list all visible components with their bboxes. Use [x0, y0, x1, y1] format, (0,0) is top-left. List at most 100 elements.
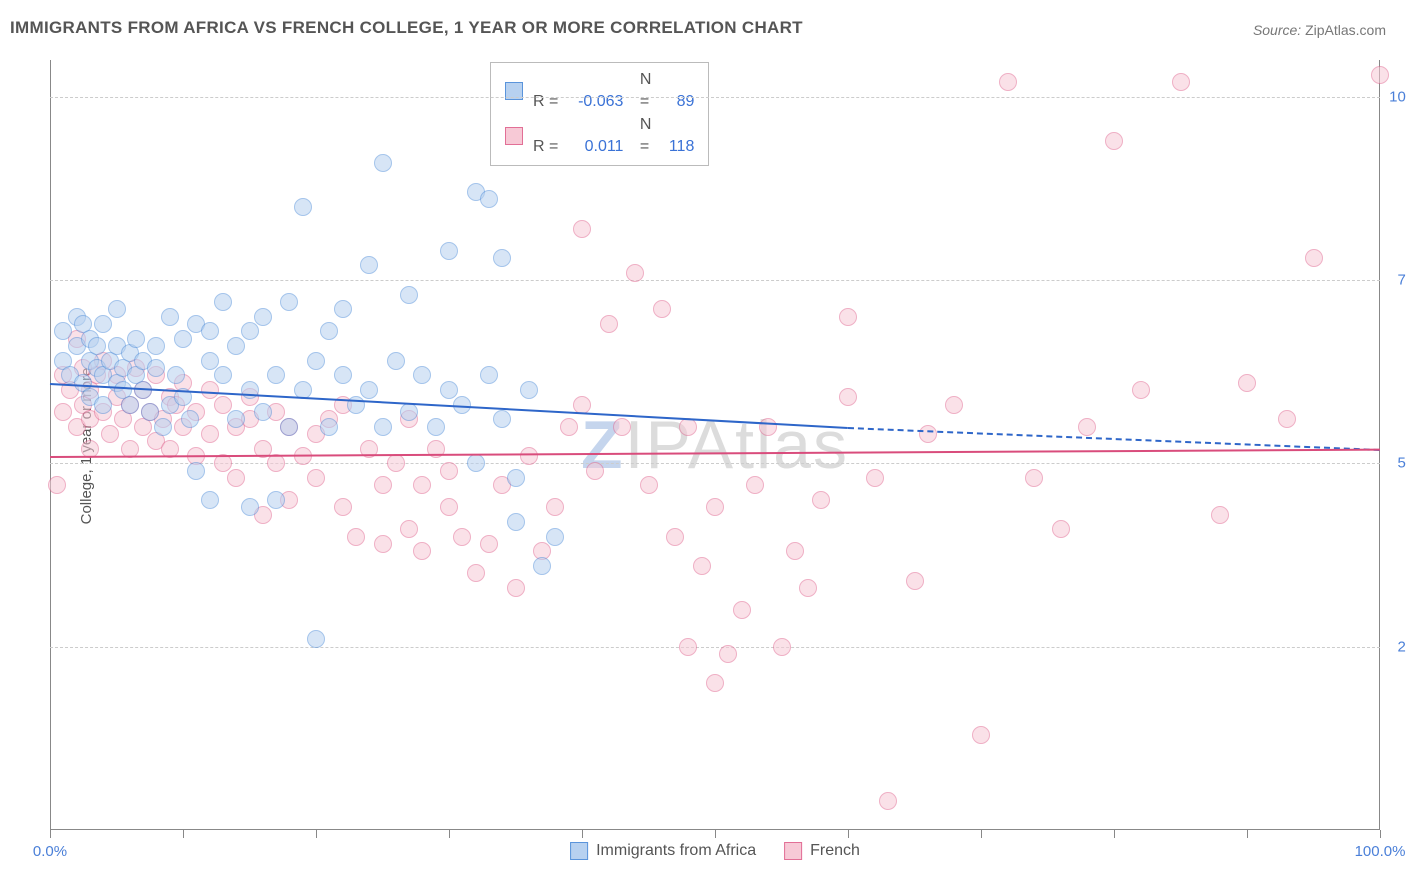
scatter-point	[307, 352, 325, 370]
scatter-point	[227, 337, 245, 355]
scatter-point	[227, 410, 245, 428]
scatter-point	[400, 286, 418, 304]
scatter-point	[600, 315, 618, 333]
legend-label-1: Immigrants from Africa	[596, 842, 756, 860]
scatter-point	[413, 476, 431, 494]
scatter-point	[1172, 73, 1190, 91]
scatter-point	[493, 410, 511, 428]
scatter-point	[1052, 520, 1070, 538]
scatter-point	[1211, 506, 1229, 524]
scatter-point	[94, 315, 112, 333]
scatter-point	[626, 264, 644, 282]
scatter-point	[101, 425, 119, 443]
scatter-point	[167, 366, 185, 384]
scatter-point	[108, 300, 126, 318]
chart-title: IMMIGRANTS FROM AFRICA VS FRENCH COLLEGE…	[10, 18, 803, 38]
chart-container: IMMIGRANTS FROM AFRICA VS FRENCH COLLEGE…	[0, 0, 1406, 892]
x-tick	[582, 830, 583, 838]
scatter-point	[427, 418, 445, 436]
scatter-point	[154, 418, 172, 436]
swatch-bottom-2	[784, 842, 802, 860]
x-tick	[981, 830, 982, 838]
source-label: Source:	[1253, 22, 1301, 38]
scatter-point	[360, 381, 378, 399]
scatter-point	[1132, 381, 1150, 399]
scatter-point	[88, 337, 106, 355]
r-value-2: 0.011	[565, 136, 623, 158]
r-label-1: R =	[533, 91, 561, 113]
swatch-series2	[505, 127, 523, 145]
legend-item-2: French	[784, 842, 860, 860]
scatter-point	[480, 366, 498, 384]
scatter-point	[141, 403, 159, 421]
scatter-point	[214, 366, 232, 384]
y-tick-label: 50.0%	[1385, 455, 1406, 472]
scatter-point	[440, 498, 458, 516]
scatter-point	[201, 425, 219, 443]
scatter-point	[666, 528, 684, 546]
correlation-legend: R = -0.063 N = 89 R = 0.011 N = 118	[490, 62, 709, 166]
scatter-point	[906, 572, 924, 590]
scatter-point	[54, 322, 72, 340]
trend-line	[50, 449, 1380, 458]
scatter-point	[48, 476, 66, 494]
scatter-point	[374, 535, 392, 553]
legend-row-2: R = 0.011 N = 118	[505, 114, 694, 159]
scatter-point	[400, 403, 418, 421]
scatter-point	[467, 454, 485, 472]
plot-area: ZIPAtlas R = -0.063 N = 89 R = 0.011	[50, 60, 1380, 830]
scatter-point	[307, 469, 325, 487]
swatch-bottom-1	[570, 842, 588, 860]
scatter-point	[127, 330, 145, 348]
scatter-point	[214, 396, 232, 414]
scatter-point	[387, 352, 405, 370]
scatter-point	[1105, 132, 1123, 150]
scatter-point	[294, 198, 312, 216]
scatter-point	[586, 462, 604, 480]
x-tick-label-left: 0.0%	[33, 843, 67, 860]
scatter-point	[839, 388, 857, 406]
scatter-point	[374, 154, 392, 172]
scatter-point	[879, 792, 897, 810]
scatter-point	[347, 396, 365, 414]
scatter-point	[374, 418, 392, 436]
scatter-point	[866, 469, 884, 487]
x-tick	[715, 830, 716, 838]
scatter-point	[227, 469, 245, 487]
scatter-point	[413, 366, 431, 384]
scatter-point	[241, 498, 259, 516]
y-tick-label: 75.0%	[1385, 272, 1406, 289]
scatter-point	[480, 190, 498, 208]
grid-line	[50, 280, 1380, 281]
n-value-1: 89	[660, 91, 694, 113]
scatter-point	[546, 498, 564, 516]
scatter-point	[94, 396, 112, 414]
scatter-point	[706, 674, 724, 692]
scatter-point	[839, 308, 857, 326]
swatch-series1	[505, 82, 523, 100]
scatter-point	[467, 564, 485, 582]
scatter-point	[507, 513, 525, 531]
scatter-point	[1305, 249, 1323, 267]
series-legend: Immigrants from Africa French	[570, 842, 860, 860]
scatter-point	[413, 542, 431, 560]
grid-line	[50, 647, 1380, 648]
scatter-point	[54, 403, 72, 421]
scatter-point	[533, 557, 551, 575]
scatter-point	[493, 249, 511, 267]
n-label-1: N =	[640, 69, 656, 114]
scatter-point	[773, 638, 791, 656]
scatter-point	[360, 256, 378, 274]
scatter-point	[440, 462, 458, 480]
scatter-point	[201, 491, 219, 509]
scatter-point	[201, 322, 219, 340]
scatter-point	[733, 601, 751, 619]
scatter-point	[320, 322, 338, 340]
scatter-point	[453, 528, 471, 546]
scatter-point	[201, 381, 219, 399]
legend-item-1: Immigrants from Africa	[570, 842, 756, 860]
scatter-point	[254, 308, 272, 326]
scatter-point	[812, 491, 830, 509]
scatter-point	[560, 418, 578, 436]
scatter-point	[546, 528, 564, 546]
